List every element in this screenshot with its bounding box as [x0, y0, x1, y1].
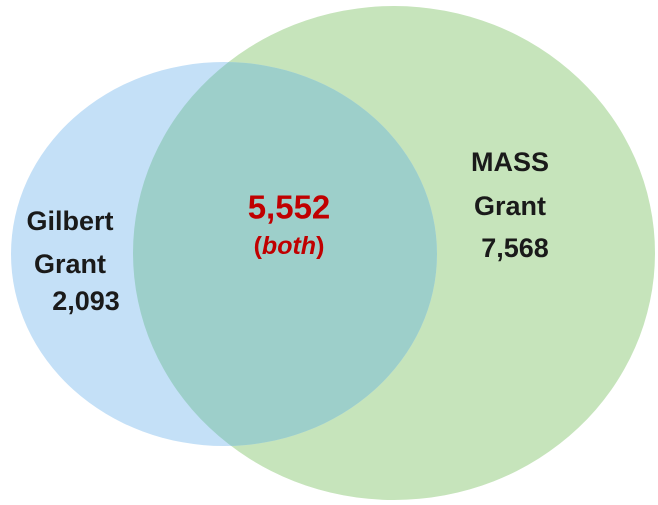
intersection-label: (both) — [254, 232, 325, 260]
set-label: Grant — [34, 249, 106, 279]
label-word: both — [262, 232, 316, 260]
set-label: Gilbert — [26, 206, 113, 236]
paren: ( — [254, 232, 263, 260]
overlap-region — [133, 62, 437, 446]
set-label: Grant — [474, 191, 546, 221]
set-count: 2,093 — [52, 286, 120, 316]
set-label: MASS — [471, 147, 549, 177]
intersection-count: 5,552 — [248, 189, 331, 226]
paren: ) — [316, 232, 324, 260]
set-count: 7,568 — [481, 233, 549, 263]
